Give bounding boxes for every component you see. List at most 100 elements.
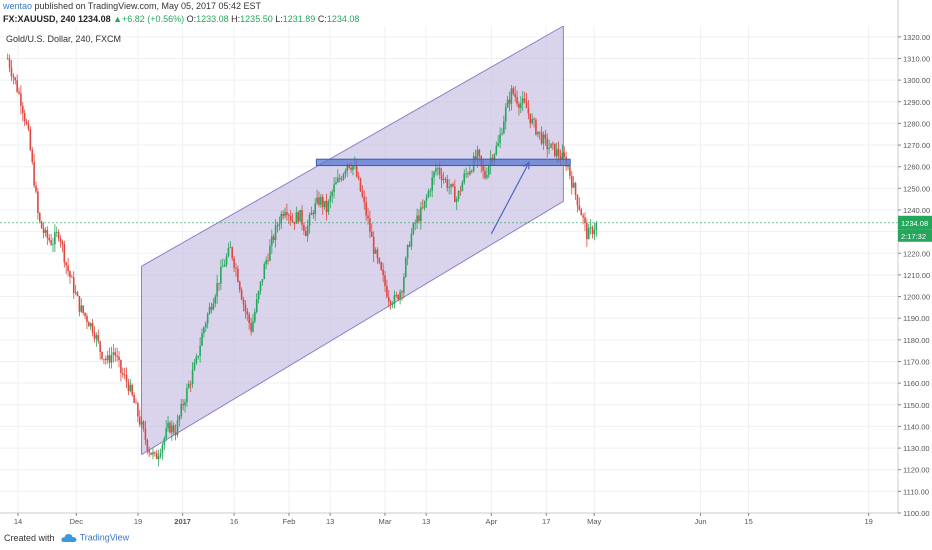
candle-body (452, 184, 454, 187)
up-arrow-icon: ▲ (113, 14, 123, 24)
candle-body (152, 452, 154, 455)
candle-body (12, 75, 15, 78)
candle-body (140, 421, 143, 425)
y-tick-label: 1190.00 (903, 314, 930, 323)
candle-body (203, 327, 205, 334)
annotations[interactable] (0, 158, 898, 235)
candle-body (397, 295, 400, 300)
candle-body (74, 292, 77, 294)
candle-body (76, 292, 79, 297)
candle-body (487, 165, 490, 176)
candle-body (8, 58, 11, 68)
candle-body (374, 249, 377, 254)
candle-body (248, 314, 250, 323)
x-tick-label: 15 (744, 517, 752, 526)
candle-body (348, 164, 350, 168)
candle-body (169, 422, 171, 433)
candle-body (546, 138, 549, 149)
candle-body (420, 207, 422, 222)
candle-body (423, 200, 426, 208)
candle-body (146, 439, 149, 451)
author-link[interactable]: wentao (3, 1, 33, 11)
candle-body (108, 355, 111, 363)
candle-body (386, 286, 388, 297)
candle-body (518, 103, 520, 109)
candle-body (367, 215, 369, 219)
tradingview-cloud-icon (61, 533, 77, 542)
candle-body (67, 265, 69, 272)
candle-body (223, 264, 226, 267)
candle-body (504, 107, 507, 122)
candle-body (52, 244, 54, 246)
candle-body (520, 103, 522, 109)
candle-body (387, 296, 390, 302)
candle-body (238, 281, 241, 291)
open-value: 1233.08 (196, 14, 229, 24)
candle-body (120, 359, 122, 374)
candle-body (40, 221, 43, 229)
tradingview-brand[interactable]: TradingView (79, 532, 130, 543)
candle-body (257, 291, 260, 300)
price-chart[interactable]: 1100.00 1110.00 1120.00 1130.00 1140.00 1150.… (0, 0, 932, 532)
candle-body (172, 425, 175, 433)
candle-body (393, 295, 396, 305)
x-tick-label: Feb (283, 517, 296, 526)
candle-body (188, 383, 190, 389)
candle-body (138, 416, 141, 425)
candle-body (176, 420, 179, 436)
candle-body (220, 266, 222, 284)
candle-body (84, 312, 86, 316)
candle-body (255, 299, 258, 313)
candle-body (570, 175, 573, 188)
time-axis[interactable]: 14 Dec 19 2017 16 Feb 13 Mar 13 Apr 17 May Jun 15 19 (0, 512, 898, 526)
low-value: 1231.89 (282, 14, 316, 24)
candle-body (38, 212, 41, 222)
y-tick-label: 1220.00 (903, 249, 930, 258)
projection-arrow[interactable] (490, 162, 530, 235)
candle-body (193, 362, 196, 371)
candle-body (514, 93, 516, 98)
candle-body (365, 202, 367, 216)
candle-body (321, 196, 324, 208)
symbol-label[interactable]: FX:XAUUSD, 240 (3, 14, 76, 24)
candle-body (10, 67, 13, 76)
candle-body (276, 225, 279, 227)
candle-body (421, 207, 424, 209)
candle-body (174, 432, 177, 436)
candle-body (97, 335, 100, 342)
candle-body (155, 453, 158, 460)
candle-body (493, 154, 496, 161)
candle-body (476, 149, 479, 160)
candle-body (154, 452, 156, 454)
candle-body (125, 375, 128, 382)
candle-body (431, 177, 433, 191)
candle-body (55, 232, 58, 233)
candle-body (171, 425, 173, 433)
created-with-text: Created with (4, 532, 55, 543)
candle-body (531, 119, 533, 124)
ascending-channel[interactable] (140, 25, 564, 455)
x-tick-label: 19 (864, 517, 872, 526)
candle-body (271, 236, 273, 246)
candle-body (312, 212, 315, 215)
y-tick-label: 1320.00 (903, 33, 930, 42)
candle-body (289, 216, 292, 221)
x-tick-label: Mar (379, 517, 392, 526)
x-tick-label: 13 (326, 517, 334, 526)
candle-body (329, 195, 332, 202)
change-value: +6.82 (+0.56%) (122, 14, 185, 24)
price-axis[interactable]: 1100.00 1110.00 1120.00 1130.00 1140.00 1150.… (897, 0, 932, 532)
candle-body (227, 248, 230, 257)
candle-body (342, 174, 345, 180)
candle-body (533, 119, 535, 120)
resistance-zone[interactable] (315, 158, 571, 167)
candle-body (538, 131, 541, 133)
candle-body (550, 143, 552, 148)
candle-body (435, 168, 437, 172)
candle-body (448, 187, 450, 188)
y-tick-label: 1150.00 (903, 401, 930, 410)
candle-body (99, 341, 101, 352)
candle-body (161, 444, 164, 454)
candle-body (412, 223, 415, 234)
candle-body (14, 77, 17, 81)
